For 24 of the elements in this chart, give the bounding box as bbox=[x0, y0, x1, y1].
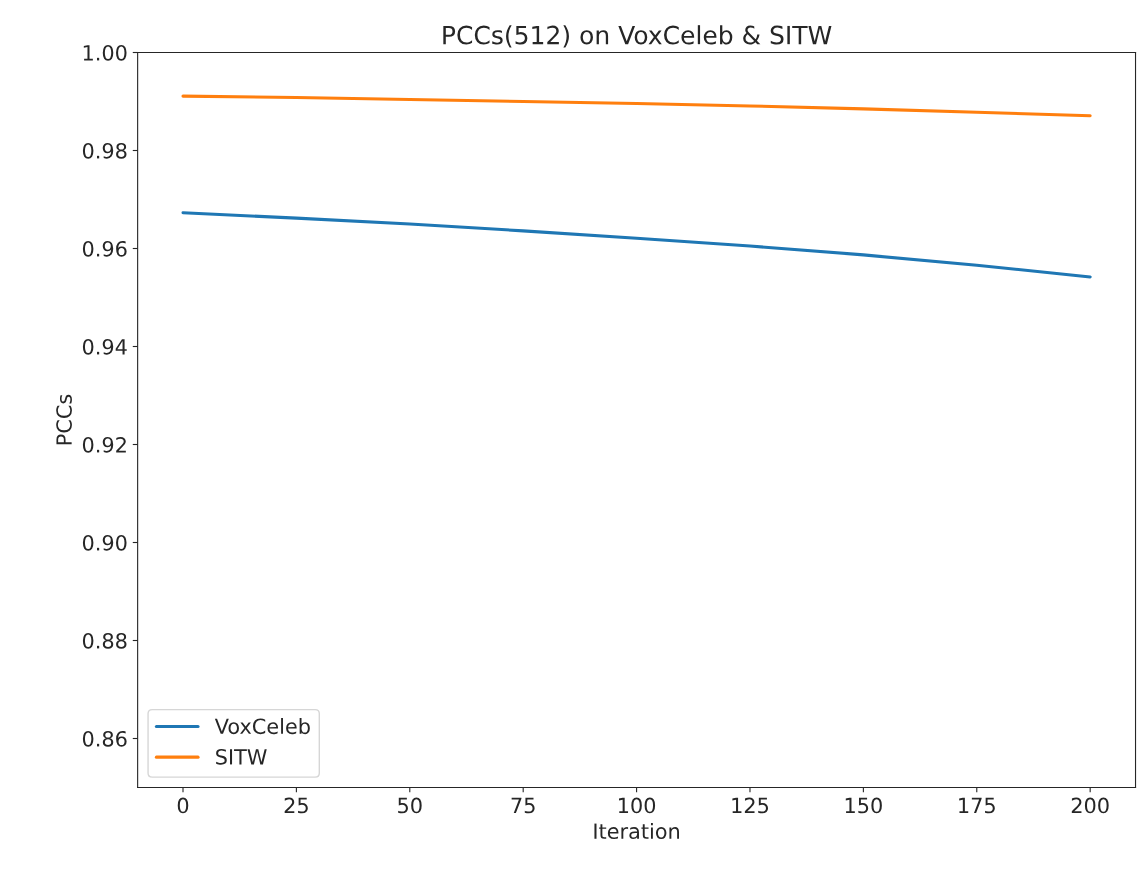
x-axis-title: Iteration bbox=[594, 822, 679, 840]
legend-label: VoxCeleb bbox=[214, 718, 310, 735]
y-tick-label: 0.96 bbox=[82, 240, 127, 257]
y-tick-label: 0.90 bbox=[82, 534, 127, 551]
y-tick-label: 0.94 bbox=[82, 338, 127, 355]
y-tick-label: 0.88 bbox=[82, 632, 127, 649]
y-axis-title: PCCs bbox=[56, 394, 72, 445]
y-tick-label: 0.98 bbox=[82, 142, 127, 159]
x-tick-label: 50 bbox=[398, 797, 422, 814]
x-tick-label: 100 bbox=[618, 797, 656, 814]
y-tick-label: 0.86 bbox=[82, 730, 127, 747]
y-tick-label: 1.00 bbox=[83, 44, 127, 61]
y-tick-label: 0.92 bbox=[82, 436, 126, 453]
x-tick-label: 0 bbox=[177, 797, 189, 814]
x-tick-label: 75 bbox=[511, 797, 535, 814]
x-tick-label: 200 bbox=[1071, 797, 1109, 814]
legend-label: SITW bbox=[216, 748, 267, 765]
line-series bbox=[181, 94, 1092, 118]
line-series bbox=[181, 211, 1092, 279]
chart-title: PCCs(512) on VoxCeleb & SITW bbox=[443, 25, 832, 48]
x-tick-label: 25 bbox=[284, 797, 308, 814]
x-tick-label: 175 bbox=[959, 797, 995, 814]
x-tick-label: 125 bbox=[732, 797, 769, 814]
x-tick-label: 150 bbox=[845, 797, 882, 814]
